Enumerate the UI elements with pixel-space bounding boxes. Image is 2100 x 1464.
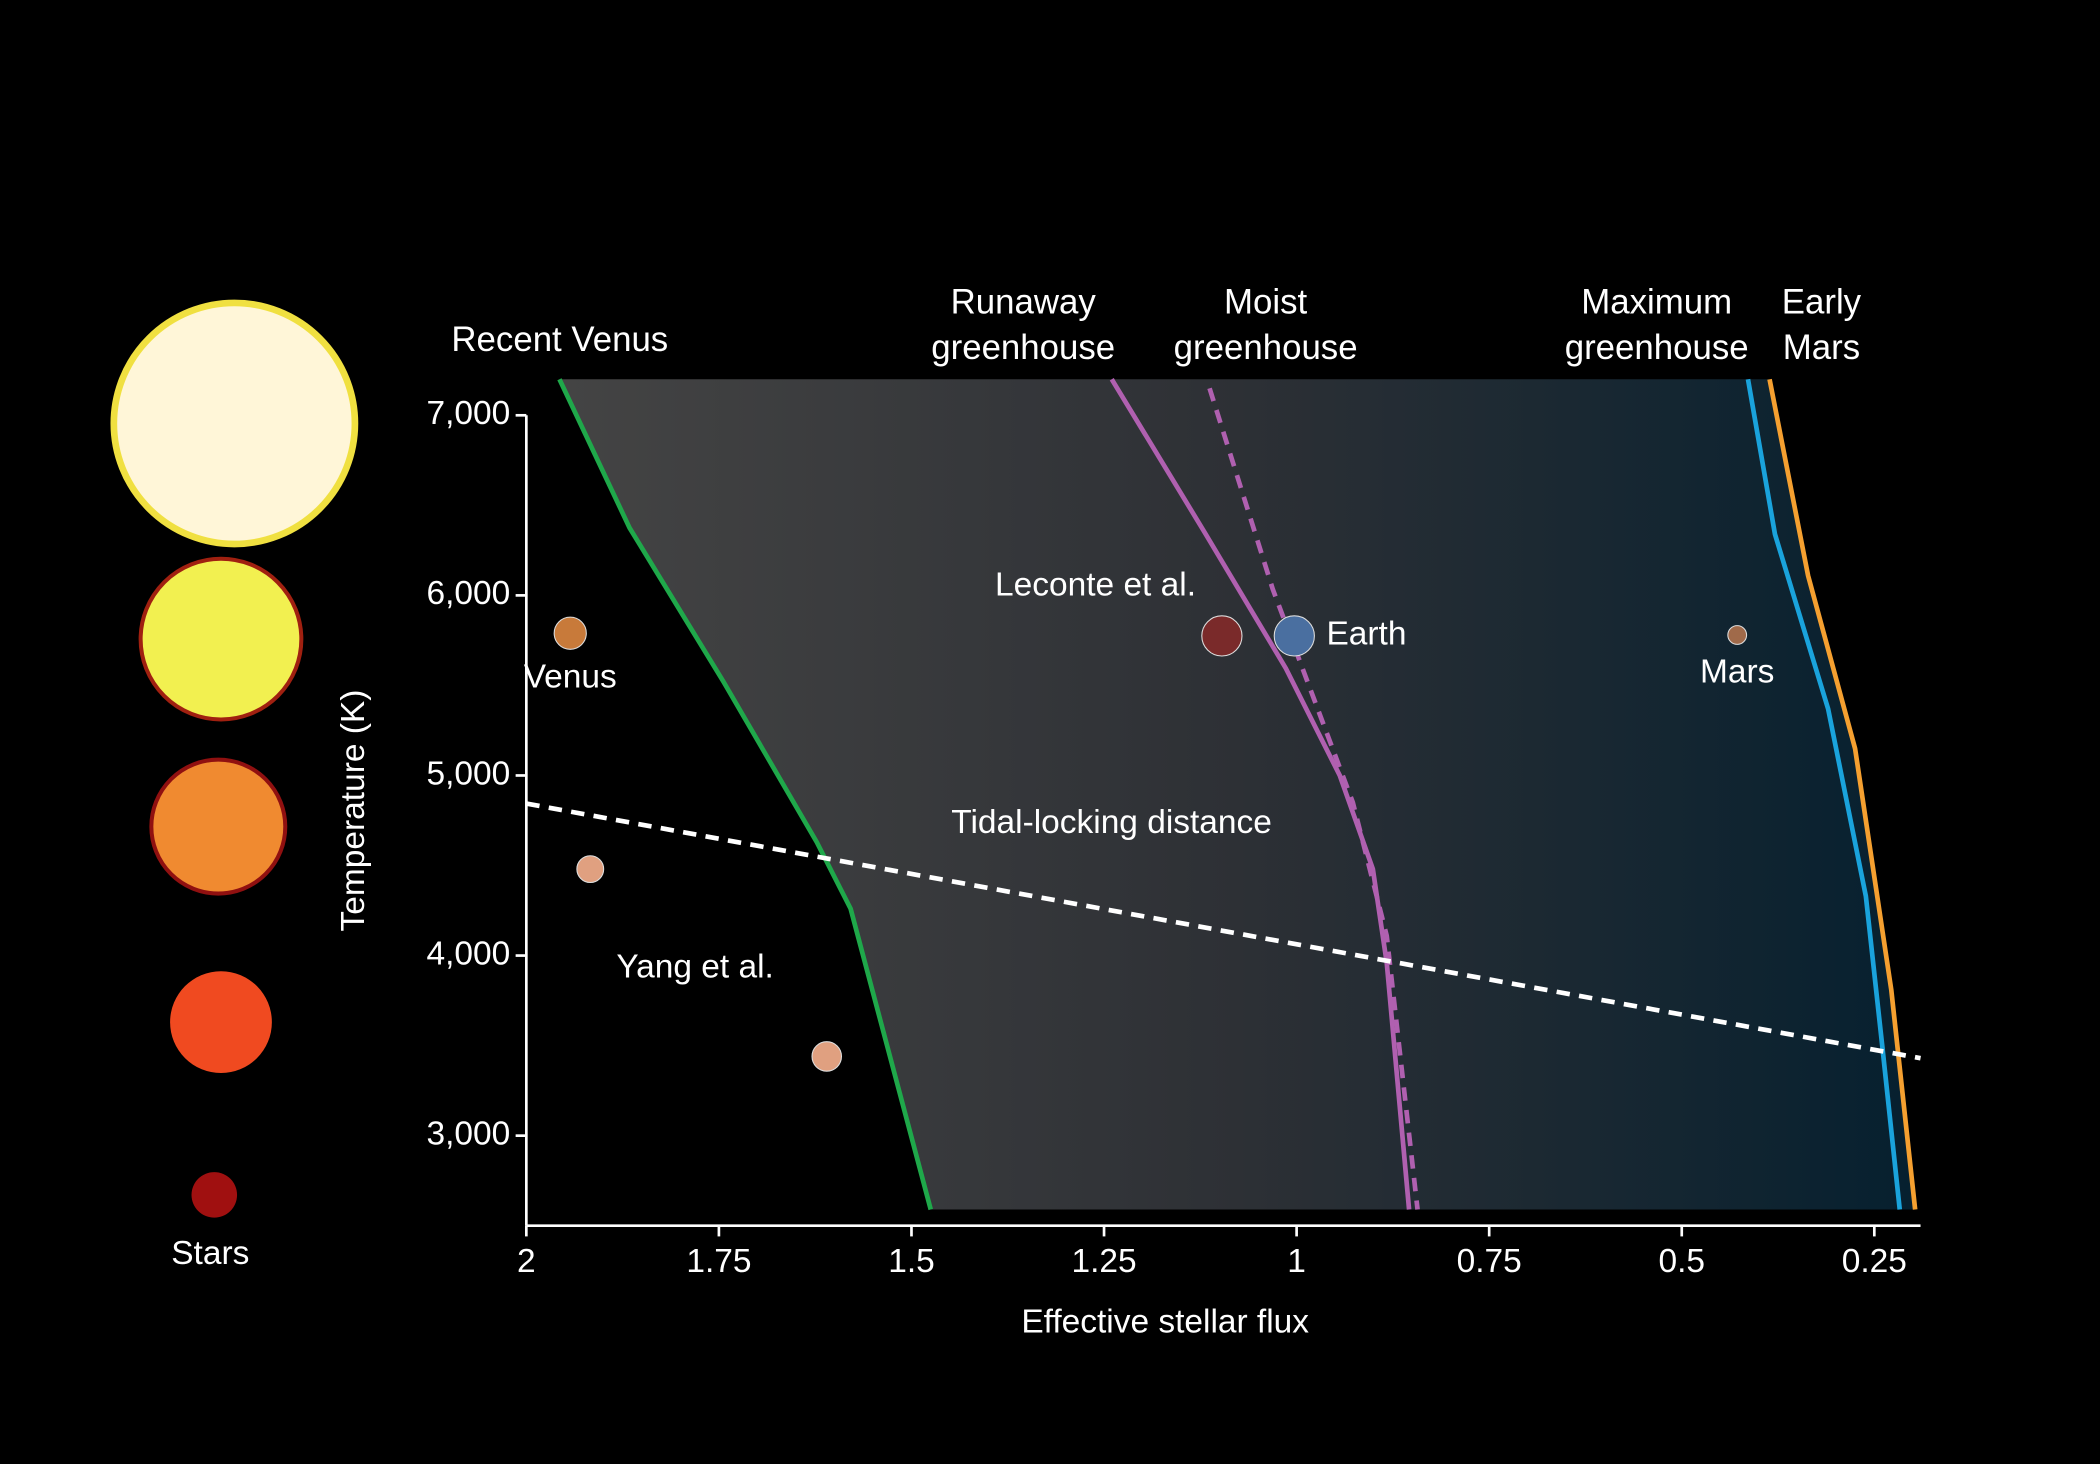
series-line bbox=[1745, 378, 1903, 1210]
x-tick-label: 1 bbox=[1287, 1243, 1306, 1280]
star bbox=[110, 299, 359, 548]
series-label: Moist greenhouse bbox=[1173, 281, 1358, 368]
y-tick-label: 4,000 bbox=[427, 935, 511, 972]
x-tick-label: 0.75 bbox=[1457, 1243, 1522, 1280]
planet bbox=[553, 616, 587, 650]
x-tick-label: 1.75 bbox=[686, 1243, 751, 1280]
series-label: Runaway greenhouse bbox=[931, 281, 1116, 368]
series-label: Maximum greenhouse bbox=[1564, 281, 1749, 368]
y-tick-label: 3,000 bbox=[427, 1116, 511, 1153]
star bbox=[138, 556, 304, 722]
y-tick-label: 7,000 bbox=[427, 395, 511, 432]
y-tick-label: 5,000 bbox=[427, 755, 511, 792]
stars bbox=[110, 299, 359, 1218]
star bbox=[191, 1172, 238, 1218]
series-label: Moist greenhouse bbox=[1173, 281, 1358, 368]
series-line bbox=[1767, 378, 1918, 1210]
planet-label: Mars bbox=[1700, 654, 1774, 691]
y-tick-label: 6,000 bbox=[427, 575, 511, 612]
series-label: Early Mars bbox=[1781, 281, 1862, 368]
y-axis-label: Temperature (K) bbox=[335, 690, 372, 932]
planet bbox=[811, 1041, 843, 1072]
annotation: Leconte et al. bbox=[995, 567, 1196, 604]
series-line bbox=[557, 378, 933, 1211]
star bbox=[149, 757, 288, 896]
stars-label: Stars bbox=[171, 1235, 249, 1272]
x-tick-label: 1.5 bbox=[888, 1243, 935, 1280]
series-line bbox=[1207, 387, 1420, 1210]
planet bbox=[576, 855, 605, 884]
series-line bbox=[525, 801, 1921, 1061]
planet-label: Earth bbox=[1326, 616, 1406, 653]
series-label: Recent Venus bbox=[451, 319, 669, 360]
planet bbox=[1727, 625, 1748, 645]
planet bbox=[1273, 615, 1315, 657]
series-label: Maximum greenhouse bbox=[1564, 281, 1749, 368]
series-label: Early Mars bbox=[1781, 281, 1862, 368]
planet bbox=[1201, 615, 1243, 657]
annotation: Yang et al. bbox=[616, 948, 774, 985]
star bbox=[170, 971, 272, 1074]
series-label: Runaway greenhouse bbox=[931, 281, 1116, 368]
x-tick-label: 0.5 bbox=[1658, 1243, 1705, 1280]
x-tick-label: 0.25 bbox=[1842, 1243, 1907, 1280]
habitable-zone bbox=[559, 379, 1916, 1210]
x-tick-label: 1.25 bbox=[1071, 1243, 1136, 1280]
series-label: Recent Venus bbox=[451, 319, 669, 360]
x-axis-label: Effective stellar flux bbox=[1021, 1303, 1309, 1340]
x-tick-label: 2 bbox=[517, 1243, 536, 1280]
planet-label: Venus bbox=[524, 659, 617, 696]
series-label: Tidal-locking distance bbox=[951, 804, 1272, 841]
